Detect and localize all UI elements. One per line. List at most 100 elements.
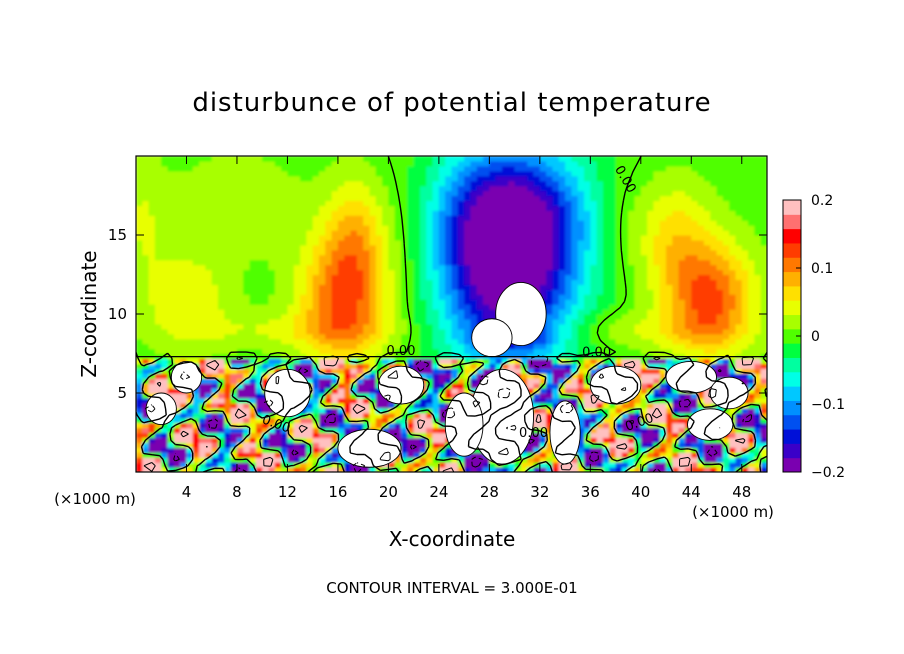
heatmap-cell xyxy=(577,190,585,197)
heatmap-cell xyxy=(236,393,244,399)
heatmap-cell xyxy=(615,343,623,350)
heatmap-cell xyxy=(413,195,421,202)
heatmap-cell xyxy=(382,215,389,221)
heatmap-cell xyxy=(401,289,408,295)
heatmap-cell xyxy=(154,200,162,206)
heatmap-cell xyxy=(470,195,478,202)
heatmap-cell xyxy=(527,264,535,271)
heatmap-cell xyxy=(161,422,169,429)
heatmap-cell xyxy=(419,284,427,290)
heatmap-cell xyxy=(142,215,150,221)
heatmap-cell xyxy=(300,160,307,167)
heatmap-cell xyxy=(268,314,276,320)
heatmap-cell xyxy=(577,363,585,369)
heatmap-cell xyxy=(508,274,516,281)
heatmap-cell xyxy=(167,215,175,221)
heatmap-cell xyxy=(363,284,371,290)
heatmap-cell xyxy=(293,442,301,448)
heatmap-cell xyxy=(596,215,604,221)
heatmap-cell xyxy=(363,294,371,300)
heatmap-cell xyxy=(154,156,162,162)
heatmap-cell xyxy=(136,442,143,448)
heatmap-cell xyxy=(281,314,289,320)
heatmap-cell xyxy=(344,333,352,340)
heatmap-cell xyxy=(615,417,623,424)
heatmap-cell xyxy=(413,180,421,187)
heatmap-cell xyxy=(565,175,572,182)
heatmap-cell xyxy=(552,279,560,285)
heatmap-cell xyxy=(268,457,276,463)
heatmap-cell xyxy=(483,210,490,216)
heatmap-cell xyxy=(331,220,339,226)
heatmap-cell xyxy=(621,269,629,276)
heatmap-cell xyxy=(306,289,314,295)
heatmap-cell xyxy=(318,318,326,325)
heatmap-cell xyxy=(432,338,440,345)
heatmap-cell xyxy=(356,156,364,162)
heatmap-cell xyxy=(142,358,150,364)
heatmap-cell xyxy=(419,333,427,340)
heatmap-cell xyxy=(539,437,547,443)
heatmap-cell xyxy=(293,215,301,221)
heatmap-cell xyxy=(337,427,345,434)
heatmap-cell xyxy=(161,427,169,434)
heatmap-cell xyxy=(527,160,535,167)
heatmap-cell xyxy=(584,175,591,182)
heatmap-cell xyxy=(546,254,554,261)
heatmap-cell xyxy=(337,205,345,211)
heatmap-cell xyxy=(401,294,408,300)
heatmap-cell xyxy=(192,432,200,439)
heatmap-cell xyxy=(350,299,358,305)
heatmap-cell xyxy=(161,299,169,305)
heatmap-cell xyxy=(148,437,156,443)
heatmap-cell xyxy=(205,225,213,231)
heatmap-cell xyxy=(394,289,402,295)
heatmap-cell xyxy=(255,447,263,453)
heatmap-cell xyxy=(476,220,484,226)
heatmap-cell xyxy=(199,190,207,197)
heatmap-cell xyxy=(375,422,383,429)
heatmap-cell xyxy=(483,230,490,236)
heatmap-cell xyxy=(628,452,636,458)
heatmap-cell xyxy=(527,200,535,206)
heatmap-cell xyxy=(464,190,472,197)
heatmap-cell xyxy=(571,180,579,187)
heatmap-cell xyxy=(154,437,162,443)
heatmap-cell xyxy=(401,407,408,414)
heatmap-cell xyxy=(533,422,541,429)
heatmap-cell xyxy=(312,442,320,448)
heatmap-cell xyxy=(451,165,459,172)
heatmap-cell xyxy=(218,422,225,429)
heatmap-cell xyxy=(508,348,516,355)
heatmap-cell xyxy=(274,467,282,472)
heatmap-cell xyxy=(445,388,453,394)
heatmap-cell xyxy=(287,185,295,192)
heatmap-cell xyxy=(413,417,421,424)
heatmap-cell xyxy=(609,185,617,192)
heatmap-cell xyxy=(154,244,162,251)
heatmap-cell xyxy=(382,397,389,404)
heatmap-cell xyxy=(470,289,478,295)
heatmap-cell xyxy=(243,170,251,177)
heatmap-cell xyxy=(249,388,257,394)
heatmap-cell xyxy=(552,314,560,320)
heatmap-cell xyxy=(148,274,156,281)
heatmap-cell xyxy=(375,343,383,350)
heatmap-cell xyxy=(249,264,257,271)
heatmap-cell xyxy=(293,467,301,472)
heatmap-cell xyxy=(489,165,497,172)
heatmap-cell xyxy=(621,170,629,177)
heatmap-cell xyxy=(483,220,490,226)
heatmap-cell xyxy=(180,407,188,414)
heatmap-cell xyxy=(489,274,497,281)
heatmap-cell xyxy=(230,195,238,202)
heatmap-cell xyxy=(211,230,219,236)
heatmap-cell xyxy=(527,363,535,369)
heatmap-cell xyxy=(565,264,572,271)
heatmap-cell xyxy=(438,210,446,216)
heatmap-cell xyxy=(432,220,440,226)
heatmap-cell xyxy=(470,323,478,330)
heatmap-cell xyxy=(218,284,225,290)
heatmap-cell xyxy=(584,170,591,177)
heatmap-cell xyxy=(337,397,345,404)
